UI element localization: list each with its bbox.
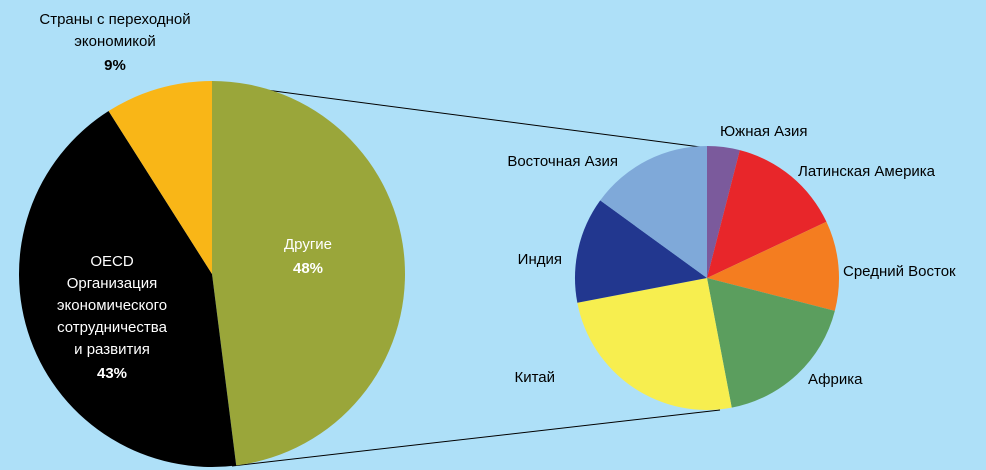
slice-label: OECD Организация экономического сотрудничес… [57,253,168,358]
slice-label: Африка [808,371,863,388]
slice-label: Южная Азия [720,123,808,140]
slice-label: Восточная Азия [507,153,618,170]
pie-slice [212,81,405,466]
connector-line [231,409,721,467]
slice-label: Другие [284,236,332,253]
slice-value-label: 43% [97,365,127,382]
pie-slice [575,200,707,303]
slice-label: Китай [514,369,555,386]
pie-slice [707,278,835,408]
pie-slice [707,221,840,311]
slice-label: Индия [518,251,562,268]
slice-value-label: 48% [293,260,323,277]
slice-label: Страны с переходной экономикой [39,11,190,50]
pie-slice [707,150,827,278]
pie-slice [707,146,740,278]
slice-value-label: 9% [104,57,126,74]
pie-slice [19,111,237,467]
slice-label: Средний Восток [843,263,956,280]
pie-slice [108,81,212,274]
connector-line [204,81,709,149]
pie-slice [577,278,732,411]
slice-label: Латинская Америка [798,163,936,180]
pie-slice [600,146,707,278]
